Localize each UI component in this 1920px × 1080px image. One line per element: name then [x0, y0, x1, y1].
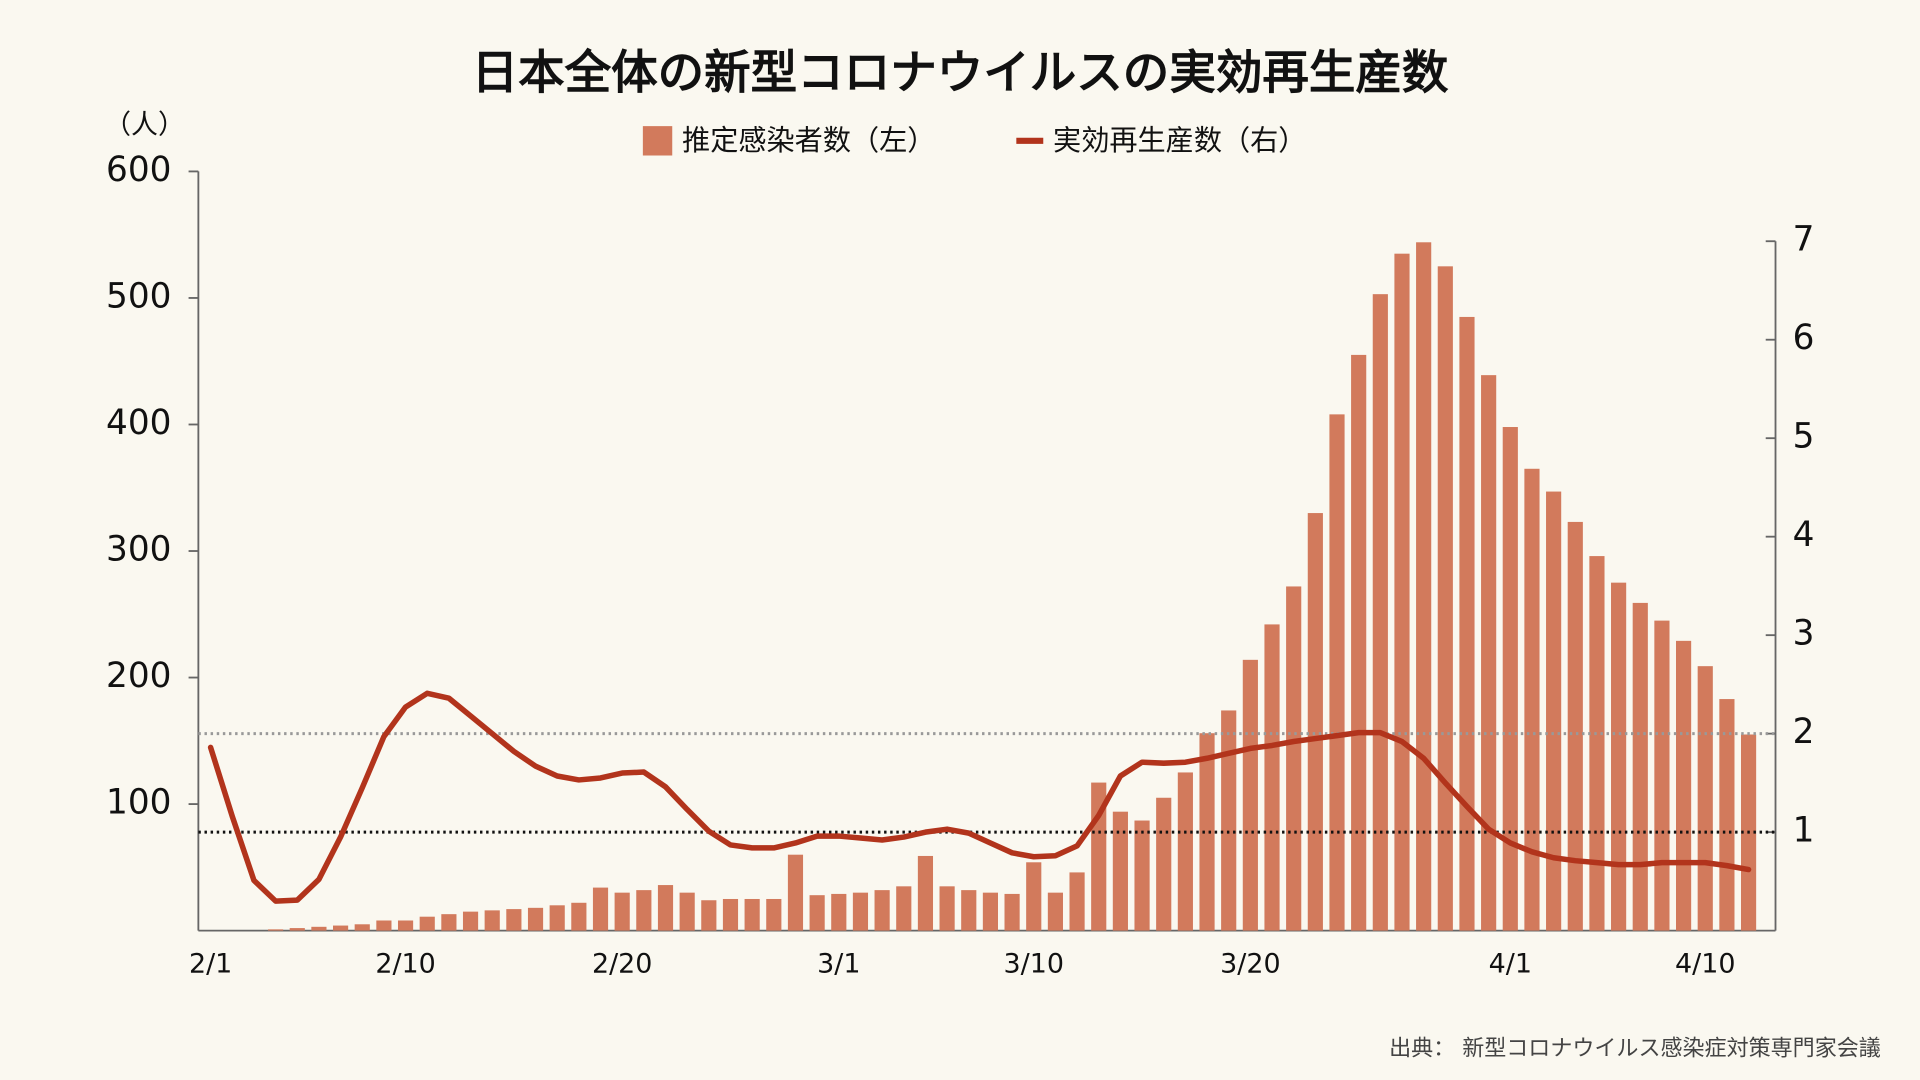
bar: [614, 892, 630, 931]
bar: [636, 890, 652, 931]
bar: [311, 926, 327, 931]
bar: [1242, 659, 1258, 931]
bar: [766, 898, 782, 931]
bar: [852, 892, 869, 931]
bar: [1676, 640, 1692, 931]
bar: [1481, 375, 1497, 931]
bar: [1026, 862, 1042, 931]
x-tick-label: 2/20: [592, 948, 652, 979]
bar: [1567, 521, 1583, 931]
x-tick-label: 4/1: [1489, 948, 1532, 979]
x-tick-label: 2/10: [375, 948, 435, 979]
bar: [1372, 294, 1388, 931]
y-tick-label: 600: [106, 150, 171, 190]
bar: [419, 916, 435, 931]
bar: [441, 914, 457, 931]
bar: [1611, 582, 1627, 931]
y-tick-label: 200: [106, 656, 171, 696]
bar: [896, 886, 912, 931]
bar: [1394, 253, 1410, 931]
x-tick-label: 3/1: [817, 948, 860, 979]
bar: [831, 893, 847, 931]
bar: [679, 892, 695, 931]
bar: [1697, 666, 1713, 931]
bar: [1524, 468, 1540, 931]
bar: [332, 925, 349, 931]
bar: [1112, 811, 1128, 931]
bar: [1221, 710, 1237, 931]
y-tick-label: 300: [106, 530, 171, 570]
bar: [268, 929, 284, 931]
bar: [354, 924, 370, 931]
y2-tick-label: 7: [1793, 220, 1815, 260]
bar: [1329, 414, 1345, 931]
bar: [571, 902, 587, 931]
bar: [1351, 354, 1367, 931]
bar: [289, 928, 305, 931]
bar: [592, 887, 609, 931]
bar: [376, 920, 392, 931]
bar: [1416, 242, 1432, 931]
bar: [1437, 266, 1453, 931]
bar: [462, 911, 479, 931]
bar: [1459, 316, 1475, 931]
bar: [1286, 586, 1302, 931]
y2-tick-label: 4: [1793, 515, 1815, 555]
bar: [506, 909, 522, 931]
bar: [484, 910, 500, 931]
bar: [1004, 893, 1020, 931]
bar: [1156, 797, 1172, 931]
bar: [787, 854, 804, 931]
bar: [874, 890, 890, 931]
y2-tick-label: 1: [1793, 811, 1815, 851]
x-tick-label: 3/20: [1220, 948, 1280, 979]
bar: [809, 895, 825, 931]
bar: [701, 900, 717, 931]
y2-tick-label: 6: [1793, 318, 1815, 358]
y-tick-label: 400: [106, 403, 171, 443]
legend-swatch: [642, 126, 673, 156]
y-tick-label: 500: [106, 276, 171, 316]
x-tick-label: 2/1: [189, 948, 232, 979]
legend-label: 実効再生産数（右）: [1053, 124, 1306, 157]
source: 出典： 新型コロナウイルス感染症対策専門家会議: [1389, 1036, 1881, 1061]
bar: [1632, 602, 1648, 931]
y2-tick-label: 2: [1793, 712, 1815, 752]
bar: [1047, 892, 1063, 931]
bar: [1264, 624, 1280, 931]
line: [207, 690, 1752, 904]
bar: [1199, 733, 1215, 931]
bar: [549, 905, 565, 931]
legend-label: 推定感染者数（左）: [682, 124, 935, 157]
x-tick-label: 4/10: [1675, 948, 1735, 979]
chart-title: 日本全体の新型コロナウイルスの実効再生産数: [472, 45, 1449, 99]
bar: [527, 907, 544, 931]
bar: [961, 890, 977, 931]
bar: [1502, 427, 1518, 931]
bar: [1654, 620, 1670, 931]
bar: [1307, 513, 1323, 931]
bar: [1719, 699, 1735, 931]
bar: [1546, 491, 1562, 931]
bar: [1589, 556, 1605, 931]
bar: [982, 892, 999, 931]
bar: [1069, 872, 1085, 931]
bar: [397, 920, 414, 931]
x-tick-label: 3/10: [1004, 948, 1064, 979]
bar: [1177, 772, 1193, 931]
bar: [657, 885, 674, 931]
y-tick-label: 100: [106, 783, 171, 823]
y2-tick-label: 5: [1793, 417, 1815, 457]
bar: [722, 898, 739, 931]
bar: [939, 886, 955, 931]
y2-tick-label: 3: [1793, 614, 1815, 654]
bar: [744, 898, 760, 931]
bar: [917, 855, 934, 931]
bar: [1134, 820, 1150, 931]
y-unit-label: （人）: [104, 110, 185, 141]
